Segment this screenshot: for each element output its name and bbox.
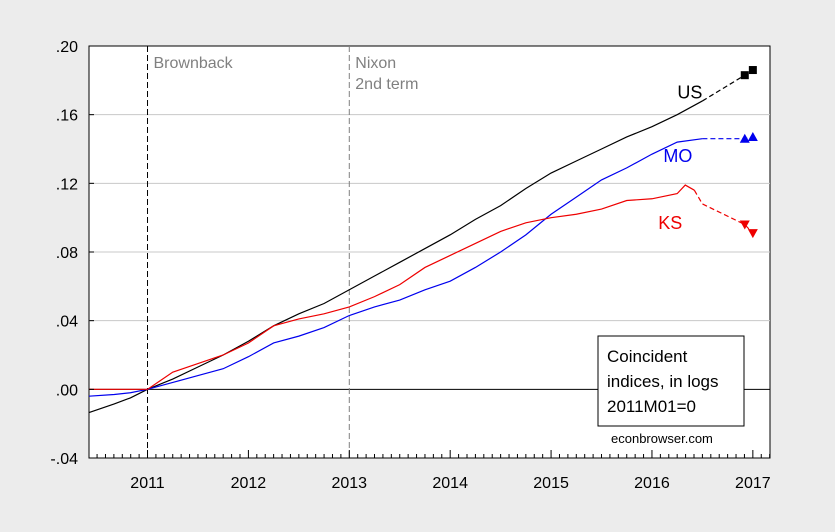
series-layer <box>88 66 758 414</box>
x-tick-label: 2017 <box>735 475 771 492</box>
x-tick-label: 2013 <box>331 475 367 492</box>
marker-ks <box>739 220 750 230</box>
marker-us <box>748 66 757 75</box>
event-label: Nixon <box>355 55 396 72</box>
x-tick-label: 2012 <box>231 475 267 492</box>
series-labels: US MO KS <box>658 82 702 232</box>
x-tick-label: 2011 <box>130 475 165 492</box>
event-label: 2nd term <box>355 76 418 93</box>
axis-layer: .20 .16 .12 .08 .04 .00 -.04 2011 2012 2013 2014 20… <box>50 39 770 492</box>
marker-mo <box>747 131 758 141</box>
y-tick-label: -.04 <box>50 451 78 468</box>
series-label-us: US <box>677 82 702 102</box>
series-label-mo: MO <box>663 146 692 166</box>
series-line-mo <box>88 138 703 397</box>
forecast-line-ks <box>693 189 754 234</box>
series-line-us <box>88 100 703 414</box>
marker-us <box>740 71 749 80</box>
annotation-line-1: Coincident <box>607 347 688 366</box>
annotation-line-3: 2011M01=0 <box>607 397 696 416</box>
source-credit: econbrowser.com <box>611 431 713 446</box>
y-tick-label: .00 <box>56 382 78 399</box>
annotation-box: Coincident indices, in logs 2011M01=0 <box>597 335 745 427</box>
annotation-frame <box>597 335 745 427</box>
y-tick-label: .04 <box>56 314 78 331</box>
x-tick-label: 2016 <box>634 475 670 492</box>
series-label-ks: KS <box>658 213 682 233</box>
y-tick-label: .08 <box>56 245 78 262</box>
series-line-ks <box>89 184 695 390</box>
y-tick-label: .12 <box>56 176 78 193</box>
event-label: Brownback <box>154 55 234 72</box>
x-tick-label: 2015 <box>533 475 569 492</box>
marker-mo <box>739 133 750 143</box>
annotation-line-2: indices, in logs <box>607 372 719 391</box>
y-tick-label: .16 <box>56 108 78 125</box>
x-tick-label: 2014 <box>432 475 468 492</box>
y-tick-label: .20 <box>56 39 78 56</box>
marker-ks <box>747 229 758 239</box>
